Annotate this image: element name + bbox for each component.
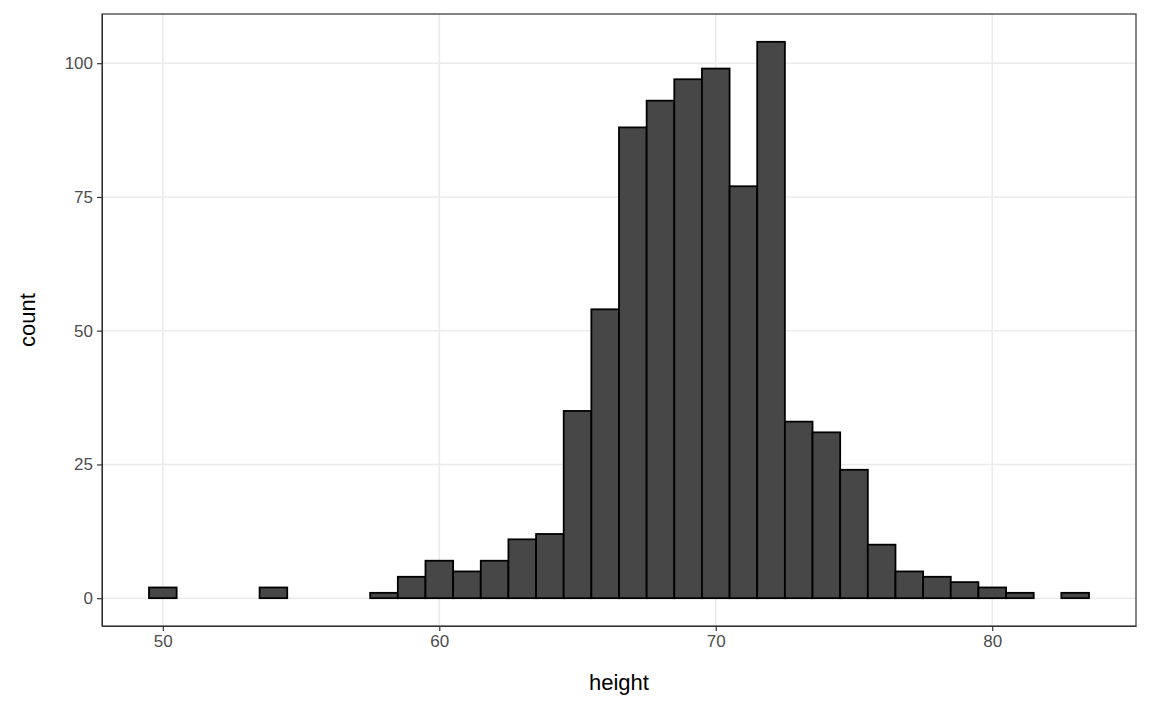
bar: [177, 597, 205, 599]
plot-background: [102, 14, 1136, 626]
y-tick-mark: [97, 197, 102, 198]
grid-line-x: [991, 14, 993, 626]
grid-line-x: [438, 14, 440, 626]
bar: [260, 587, 288, 598]
y-tick-mark: [97, 63, 102, 64]
x-axis: 50 60 70 80: [103, 626, 1137, 651]
x-tick-mark: [163, 626, 164, 631]
x-tick: 70: [707, 626, 726, 651]
y-tick: 0: [84, 589, 102, 608]
bar: [343, 597, 371, 599]
y-axis-title: count: [15, 293, 40, 347]
bars: [149, 42, 1089, 598]
y-tick-mark: [97, 598, 102, 599]
x-tick-label: 60: [430, 632, 449, 651]
x-tick-label: 80: [983, 632, 1002, 651]
bar: [923, 577, 951, 598]
bar: [730, 186, 758, 598]
bar: [1006, 593, 1034, 598]
grid: [102, 14, 1136, 626]
bar: [978, 587, 1006, 598]
bar: [481, 561, 509, 598]
bar: [591, 309, 619, 598]
x-tick-mark: [439, 626, 440, 631]
x-tick-label: 70: [707, 632, 726, 651]
y-tick: 75: [74, 188, 102, 207]
bar: [647, 101, 675, 599]
y-tick-label: 75: [74, 188, 93, 207]
bar: [785, 422, 813, 599]
bar: [315, 597, 343, 599]
bar: [149, 587, 177, 598]
y-tick: 25: [74, 455, 102, 474]
x-tick: 60: [430, 626, 449, 651]
grid-line-x: [162, 14, 164, 626]
x-tick: 50: [154, 626, 173, 651]
y-tick-label: 25: [74, 455, 93, 474]
grid-line-y: [102, 62, 1136, 64]
x-tick-label: 50: [154, 632, 173, 651]
y-tick: 100: [65, 54, 102, 73]
bar: [1034, 597, 1062, 599]
bar: [370, 593, 398, 598]
y-tick-label: 100: [65, 54, 93, 73]
y-tick: 50: [74, 322, 102, 341]
bar: [536, 534, 564, 598]
bar: [232, 597, 260, 599]
bar: [840, 470, 868, 598]
plot-frame: [102, 14, 1136, 626]
bar: [813, 432, 841, 598]
bar: [453, 571, 481, 598]
x-tick-mark: [992, 626, 993, 631]
bar: [204, 597, 232, 599]
bar: [425, 561, 453, 598]
bar: [674, 79, 702, 598]
bar: [868, 545, 896, 598]
bar: [757, 42, 785, 598]
y-tick-label: 0: [84, 589, 93, 608]
bar: [398, 577, 426, 598]
y-tick-label: 50: [74, 322, 93, 341]
y-tick-mark: [97, 464, 102, 465]
plot: 50 60 70 80 0 25 50 75 100: [65, 14, 1137, 651]
bar: [619, 127, 647, 598]
y-tick-mark: [97, 331, 102, 332]
bar: [702, 69, 730, 599]
chart: 50 60 70 80 0 25 50 75 100 height count: [0, 0, 1152, 711]
bar: [1061, 593, 1089, 598]
x-axis-title: height: [589, 670, 649, 695]
y-axis: 0 25 50 75 100: [65, 15, 103, 627]
x-tick: 80: [983, 626, 1002, 651]
bar: [564, 411, 592, 598]
bar: [895, 571, 923, 598]
bar: [287, 597, 315, 599]
bar: [508, 539, 536, 598]
bar: [951, 582, 979, 598]
x-tick-mark: [716, 626, 717, 631]
